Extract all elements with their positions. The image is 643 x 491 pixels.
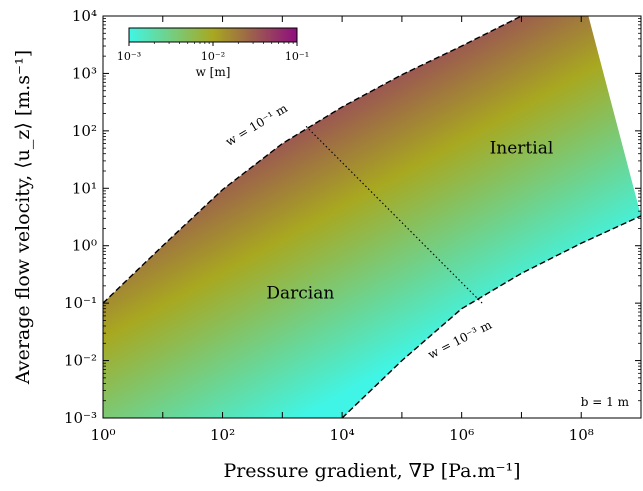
y-axis-title: Average flow velocity, ⟨u_z⟩ [m.s⁻¹] <box>12 50 34 385</box>
x-tick-label: 10² <box>210 426 235 444</box>
region-fill <box>103 16 641 418</box>
boundary-lines <box>103 16 641 418</box>
y-tick-label: 10⁰ <box>72 237 97 255</box>
parameter-annotation: b = 1 m <box>581 395 630 409</box>
colored-region <box>103 16 641 418</box>
colorbar-tick-label: 10⁻² <box>201 50 225 63</box>
line-label: w = 10⁻¹ m <box>223 101 290 149</box>
x-tick-label: 10⁶ <box>449 426 474 444</box>
series-line-2 <box>305 125 483 304</box>
y-tick-label: 10⁻³ <box>64 409 97 427</box>
series-line-1 <box>341 215 641 418</box>
x-tick-label: 10⁰ <box>90 426 115 444</box>
colorbar-ticks: 10⁻³ 10⁻² 10⁻¹ <box>117 42 309 63</box>
x-tick-label: 10⁸ <box>569 426 594 444</box>
y-tick-label: 10¹ <box>72 179 97 197</box>
colorbar-tick-label: 10⁻³ <box>117 50 141 63</box>
x-tick-label: 10⁴ <box>330 426 355 444</box>
colorbar-tick-label: 10⁻¹ <box>285 50 309 63</box>
region-annotation: Darcian <box>266 284 334 304</box>
series-line-0 <box>103 16 524 304</box>
axis-ticks <box>102 15 642 419</box>
y-tick-label: 10² <box>72 122 97 140</box>
y-tick-label: 10⁻² <box>64 352 97 370</box>
y-tick-label: 10³ <box>72 64 97 82</box>
y-tick-label: 10⁴ <box>72 7 97 25</box>
y-tick-label: 10⁻¹ <box>64 294 97 312</box>
colorbar: 10⁻³ 10⁻² 10⁻¹ w [m] <box>117 27 309 79</box>
x-tick-labels: 10⁰ 10² 10⁴ 10⁶ 10⁸ <box>90 426 593 444</box>
y-tick-labels: 10⁻³ 10⁻² 10⁻¹ 10⁰ 10¹ 10² 10³ 10⁴ <box>64 7 97 427</box>
colorbar-label: w [m] <box>196 65 231 79</box>
x-axis-title: Pressure gradient, ∇P [Pa.m⁻¹] <box>223 460 520 482</box>
plot-frame <box>102 15 642 419</box>
colorbar-gradient <box>128 27 298 43</box>
region-annotation: Inertial <box>490 139 554 159</box>
